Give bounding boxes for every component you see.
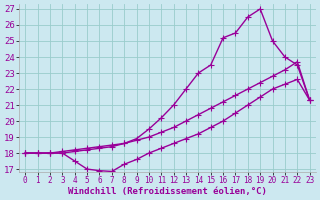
X-axis label: Windchill (Refroidissement éolien,°C): Windchill (Refroidissement éolien,°C) bbox=[68, 187, 267, 196]
